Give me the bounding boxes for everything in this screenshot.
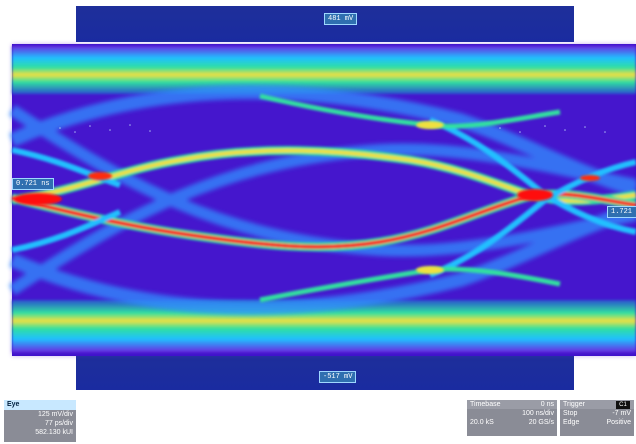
left-time-marker-label[interactable]: 0.721 ns — [12, 178, 54, 190]
right-crossing-hotspot — [517, 189, 553, 201]
timebase-rate: 20 GS/s — [528, 419, 554, 426]
bottom-level-label: -517 mV — [319, 371, 357, 383]
eye-panel-title: Eye — [4, 400, 76, 410]
eye-diagram-display[interactable]: 481 mV -517 mV 0.721 ns 1.721 ns — [0, 0, 636, 396]
trigger-mode: Stop — [563, 410, 578, 417]
eye-hdiv: 77 ps/div — [44, 420, 73, 427]
top-rail — [12, 46, 636, 94]
timebase-panel[interactable]: Timebase 0 ns 100 ns/div 20.0 kS 20 GS/s — [467, 400, 557, 436]
timebase-timediv: 100 ns/div — [522, 410, 554, 417]
right-time-marker-label[interactable]: 1.721 ns — [607, 206, 636, 218]
top-level-label: 481 mV — [324, 13, 358, 25]
left-crossing-hotspot — [14, 193, 62, 205]
trigger-level: -7 mV — [612, 410, 631, 417]
trigger-channel-badge: C1 — [616, 401, 630, 409]
eye-diagram-plot — [8, 6, 636, 390]
timebase-title: Timebase — [470, 401, 501, 408]
eye-parameter-panel[interactable]: Eye 125 mV/div 77 ps/div 582.130 kUI — [4, 400, 76, 442]
trigger-title: Trigger — [563, 401, 585, 408]
eye-ui-count: 582.130 kUI — [35, 429, 73, 436]
eye-vdiv: 125 mV/div — [37, 411, 73, 418]
timebase-delay: 0 ns — [540, 401, 554, 408]
timebase-samples: 20.0 kS — [470, 419, 494, 426]
trigger-slope: Positive — [606, 419, 631, 426]
trigger-panel[interactable]: Trigger C1 Stop -7 mV Edge Positive — [560, 400, 634, 436]
trigger-type: Edge — [563, 419, 580, 426]
